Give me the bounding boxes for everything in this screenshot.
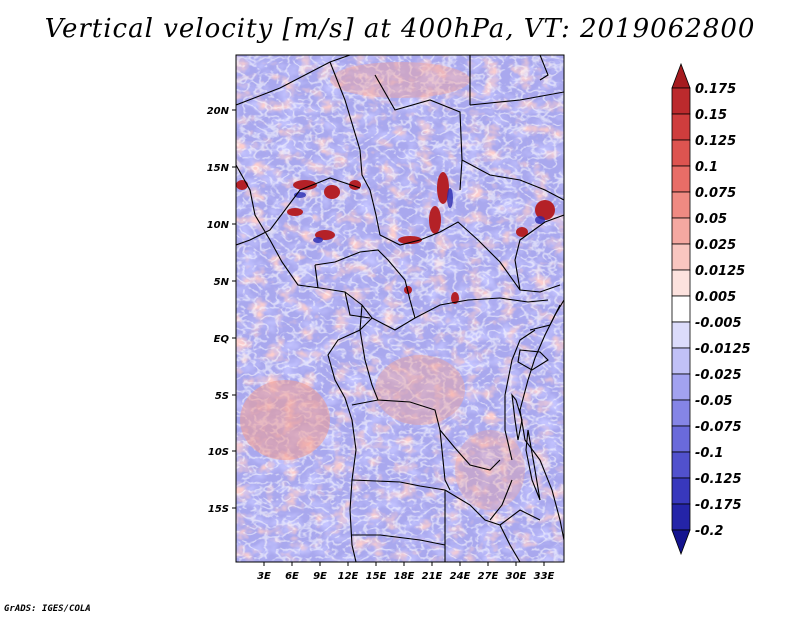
lon-axis: 3E 6E 9E 12E 15E 18E 21E 24E 27E 30E 33E	[257, 562, 555, 582]
colorbar-label: 0.0125	[695, 264, 745, 279]
colorbar-swatch	[671, 217, 691, 245]
colorbar: 0.175 0.15 0.125 0.1 0.075 0.05 0.025 0.0125 0.0…	[671, 62, 751, 556]
colorbar-label: -0.0125	[695, 342, 751, 357]
colorbar-swatch	[671, 503, 691, 531]
colorbar-top-arrow	[671, 62, 691, 89]
lon-tick-label: 21E	[422, 571, 443, 582]
colorbar-swatch	[671, 425, 691, 453]
lon-tick-label: 27E	[478, 571, 499, 582]
colorbar-label: -0.025	[695, 368, 742, 383]
colorbar-bottom-arrow	[671, 529, 691, 556]
grads-credit: GrADS: IGES/COLA	[4, 604, 91, 614]
colorbar-swatch	[671, 347, 691, 375]
lon-tick-label: 33E	[534, 571, 555, 582]
lat-tick-label: 5S	[215, 391, 229, 402]
lat-tick-label: 15N	[207, 163, 230, 174]
colorbar-label: 0.175	[695, 82, 736, 97]
lon-tick-label: 24E	[450, 571, 471, 582]
colorbar-swatch	[671, 269, 691, 297]
colorbar-label: -0.2	[695, 524, 723, 539]
colorbar-label: -0.125	[695, 472, 742, 487]
colorbar-swatch	[671, 165, 691, 193]
colorbar-label: 0.005	[695, 290, 736, 305]
colorbar-swatch	[671, 451, 691, 479]
colorbar-label: -0.1	[695, 446, 723, 461]
colorbar-swatch	[671, 243, 691, 271]
colorbar-label: -0.075	[695, 420, 742, 435]
colorbar-label: 0.125	[695, 134, 736, 149]
colorbar-label: -0.175	[695, 498, 742, 513]
map-frame	[235, 54, 565, 563]
lat-tick-label: 5N	[214, 277, 230, 288]
colorbar-swatch	[671, 399, 691, 427]
lon-tick-label: 9E	[313, 571, 327, 582]
colorbar-label: 0.025	[695, 238, 736, 253]
colorbar-swatch	[671, 113, 691, 141]
colorbar-swatch	[671, 87, 691, 115]
lat-tick-label: EQ	[214, 334, 230, 345]
colorbar-swatch	[671, 373, 691, 401]
colorbar-label: -0.05	[695, 394, 732, 409]
lon-tick-label: 6E	[285, 571, 299, 582]
lon-tick-label: 30E	[506, 571, 527, 582]
lon-tick-label: 3E	[257, 571, 271, 582]
lon-tick-label: 12E	[338, 571, 359, 582]
colorbar-label: 0.1	[695, 160, 718, 175]
lat-axis: 20N 15N 10N 5N EQ 5S 10S 15S	[207, 106, 236, 515]
lat-tick-label: 15S	[208, 504, 229, 515]
chart-title: Vertical velocity [m/s] at 400hPa, VT: 2…	[44, 14, 756, 44]
colorbar-label: -0.005	[695, 316, 742, 331]
colorbar-swatch	[671, 139, 691, 167]
lat-tick-label: 20N	[207, 106, 230, 117]
colorbar-label: 0.15	[695, 108, 727, 123]
colorbar-label: 0.05	[695, 212, 727, 227]
lon-tick-label: 18E	[394, 571, 415, 582]
colorbar-swatch	[671, 321, 691, 349]
colorbar-swatch	[671, 191, 691, 219]
lat-tick-label: 10S	[208, 447, 229, 458]
lon-tick-label: 15E	[366, 571, 387, 582]
lat-tick-label: 10N	[207, 220, 230, 231]
colorbar-label: 0.075	[695, 186, 736, 201]
colorbar-swatch	[671, 295, 691, 323]
colorbar-swatch	[671, 477, 691, 505]
country-borders	[236, 55, 564, 562]
velocity-field	[236, 55, 564, 562]
